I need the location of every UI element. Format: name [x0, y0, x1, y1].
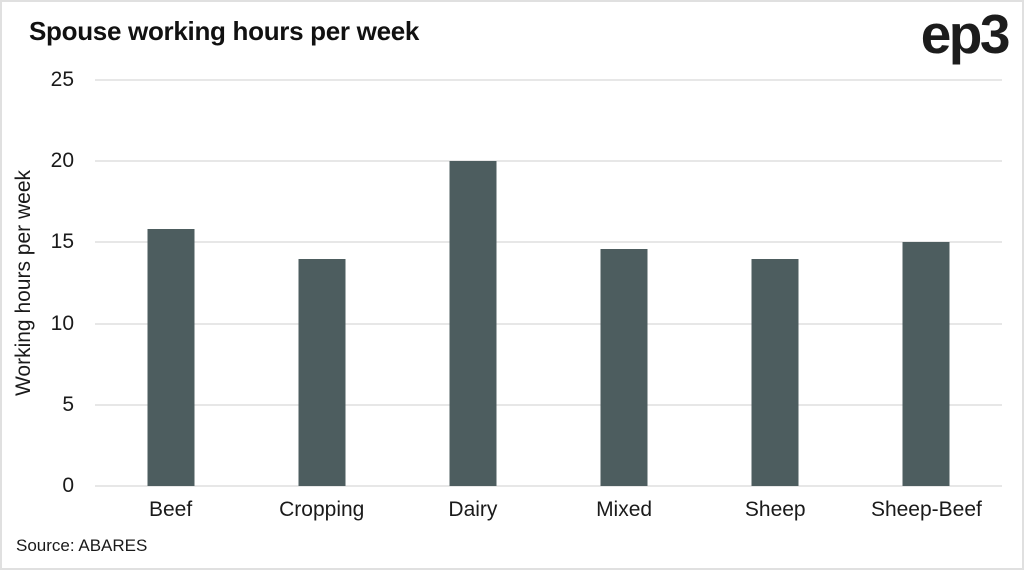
gridline-y-0 — [95, 485, 1002, 487]
x-axis-label-sheep: Sheep — [744, 498, 806, 521]
y-tick-label-15: 15 — [50, 230, 74, 254]
gridline-y-15 — [95, 241, 1002, 244]
gridline-y-25 — [95, 79, 1002, 81]
gridline-y-20 — [95, 160, 1002, 163]
y-tick-label-20: 20 — [50, 149, 74, 173]
bar-sheep — [751, 258, 799, 486]
y-axis-tick-labels: 0 5 10 15 20 25 — [2, 69, 74, 497]
plot-area — [95, 79, 1002, 487]
bar-mixed — [600, 248, 648, 486]
source-note: Source: ABARES — [16, 536, 148, 555]
bar-sheep-beef — [902, 242, 950, 486]
x-axis-label-mixed: Mixed — [596, 498, 653, 521]
bar-cropping — [298, 258, 346, 486]
x-axis-label-cropping: Cropping — [279, 498, 365, 521]
x-axis-label-dairy: Dairy — [448, 498, 498, 521]
y-tick-label-5: 5 — [62, 392, 74, 416]
x-axis-labels: Beef Cropping Dairy Mixed Sheep Sheep-Beef — [95, 498, 1002, 526]
bar-dairy — [449, 161, 497, 486]
x-axis-label-sheep-beef: Sheep-Beef — [870, 498, 982, 521]
bar-beef — [147, 229, 195, 486]
gridline-y-10 — [95, 322, 1002, 325]
gridline-y-5 — [95, 403, 1002, 406]
ep3-logo: ep3 — [920, 3, 1011, 65]
y-tick-label-0: 0 — [62, 474, 74, 497]
x-axis-label-beef: Beef — [148, 498, 193, 521]
y-tick-label-25: 25 — [50, 68, 74, 91]
chart-title: Spouse working hours per week — [29, 16, 420, 46]
y-tick-label-10: 10 — [50, 311, 74, 335]
